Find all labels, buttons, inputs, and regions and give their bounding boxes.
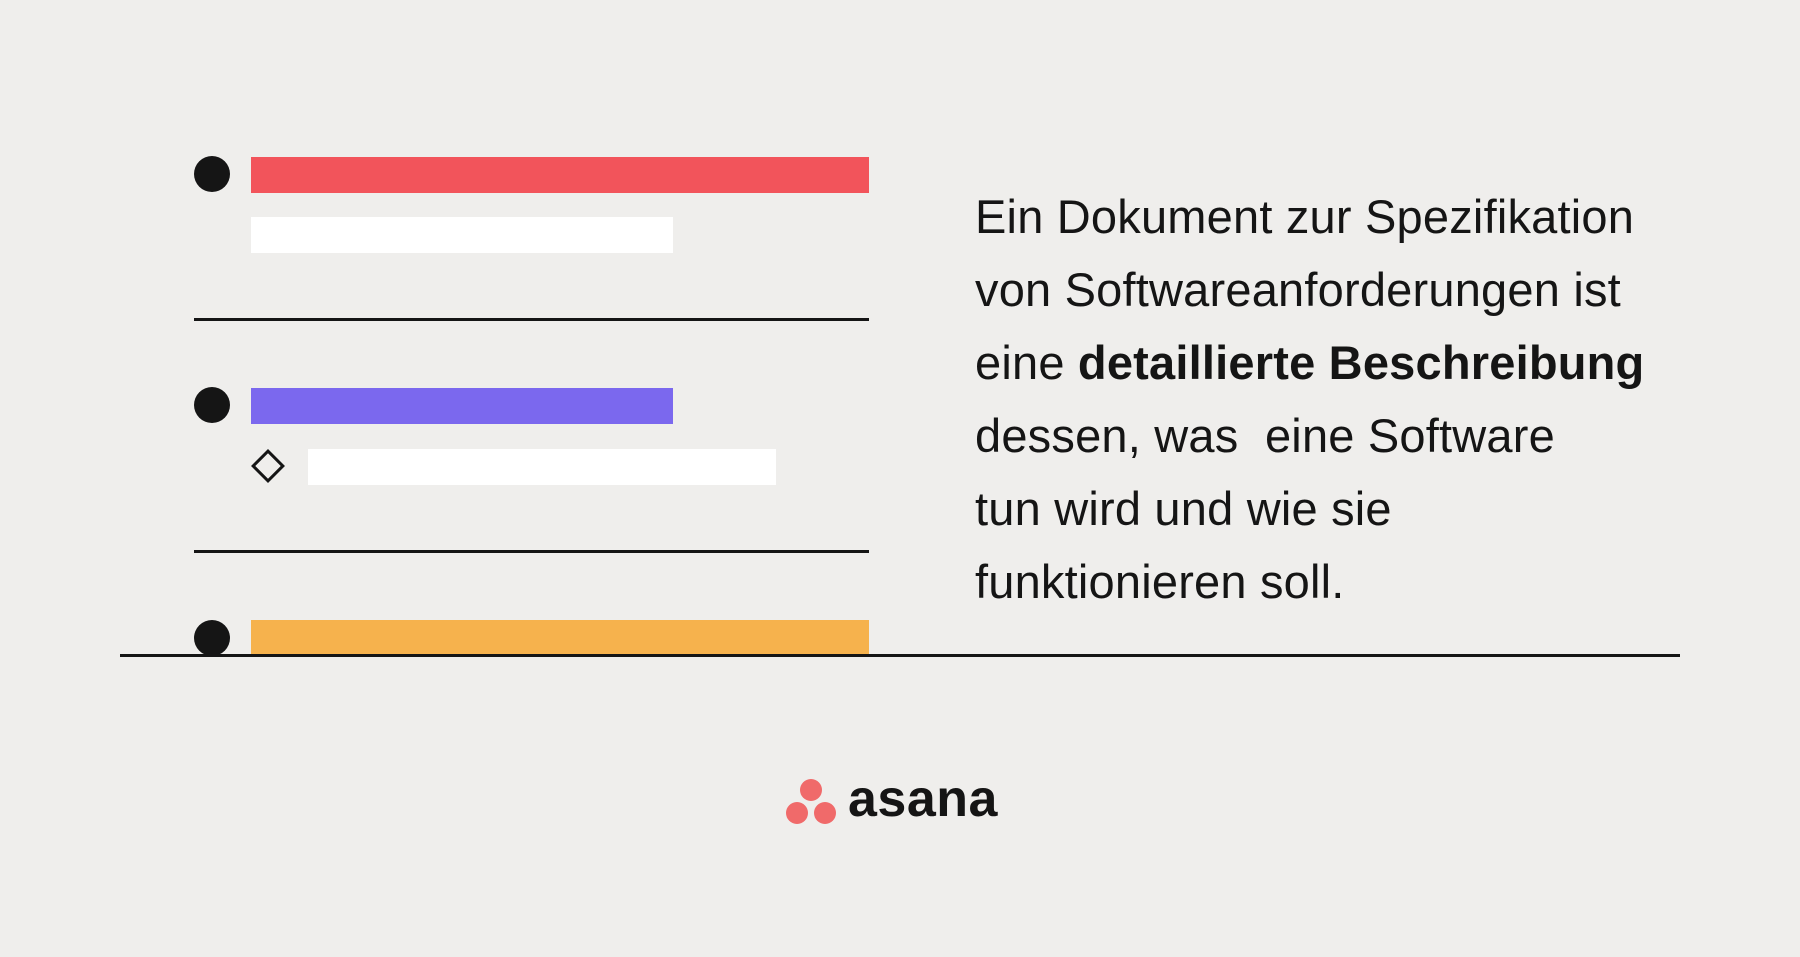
bullet-icon-3 [194, 620, 230, 656]
task-bar-purple [251, 388, 673, 424]
divider-1 [194, 318, 869, 321]
asana-dots-logo-icon [786, 779, 836, 824]
asana-logo: asana [786, 773, 998, 826]
description-line-2: von Softwareanforderungen ist [975, 263, 1621, 316]
task-bar-white-1 [251, 217, 673, 253]
baseline-rule [120, 654, 1680, 657]
divider-2 [194, 550, 869, 553]
description-line-4: dessen, was eine Software [975, 409, 1555, 462]
milestone-diamond-icon [251, 449, 285, 483]
description-line-6: funktionieren soll. [975, 555, 1345, 608]
asana-wordmark: asana [848, 770, 998, 828]
bullet-icon-1 [194, 156, 230, 192]
description-text: Ein Dokument zur Spezifikation von Softw… [975, 180, 1735, 618]
bullet-icon-2 [194, 387, 230, 423]
task-bar-orange [251, 620, 869, 655]
description-line-3-prefix: eine [975, 336, 1078, 389]
description-line-1: Ein Dokument zur Spezifikation [975, 190, 1635, 243]
task-bar-white-2 [308, 449, 776, 485]
description-emphasis: detaillierte Beschreibung [1077, 336, 1645, 389]
task-bar-red [251, 157, 869, 193]
description-line-5: tun wird und wie sie [975, 482, 1392, 535]
